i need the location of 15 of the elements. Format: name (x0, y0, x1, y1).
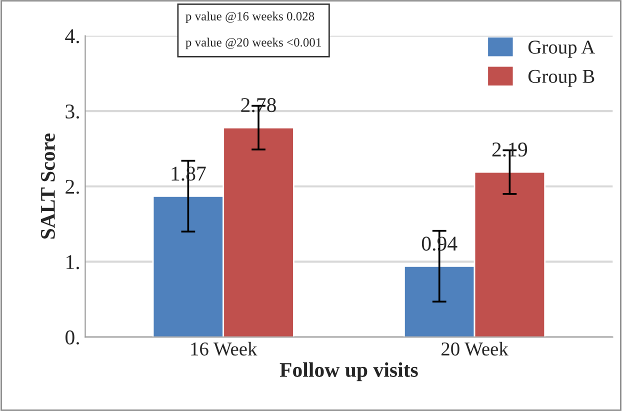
y-tick-label: 0. (66, 330, 79, 345)
legend-label: Group B (528, 70, 594, 87)
data-label: 2.78 (241, 98, 276, 112)
x-tick-label: 20 Week (442, 342, 508, 356)
y-tick-label: 4. (65, 29, 79, 44)
y-tick-label: 2. (66, 180, 79, 194)
y-tick-label: 3. (66, 104, 79, 119)
y-tick-label: 1. (66, 255, 79, 270)
x-tick-label: 16 Week (191, 342, 258, 356)
y-axis-title: SALT Score (40, 134, 55, 239)
legend-label: Group A (528, 40, 596, 58)
x-axis-title: Follow up visits (280, 362, 418, 382)
data-label: 2.19 (492, 142, 528, 157)
text: p value @16 weeks 0.028 (186, 12, 314, 23)
annotation: p value @20 weeks <0.001 (186, 38, 321, 50)
